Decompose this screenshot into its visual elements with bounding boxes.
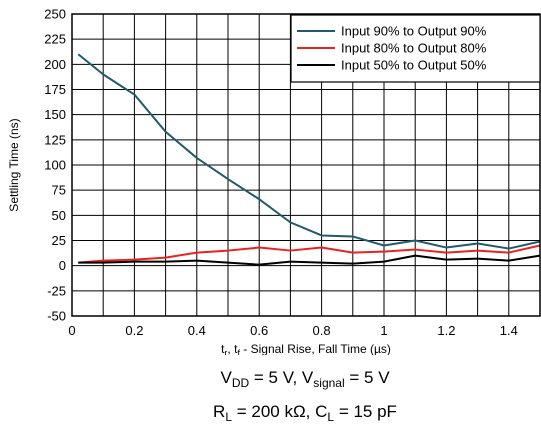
x-tick-label: 0.2 [125,323,143,338]
legend-label: Input 50% to Output 50% [341,58,487,73]
y-tick-label: 125 [44,132,66,147]
y-tick-label: 175 [44,82,66,97]
x-tick-label: 1.4 [500,323,518,338]
y-tick-labels: -50 -25 0 25 50 75 100 125 150 175 200 225 250 [44,7,66,324]
x-tick-label: 1 [380,323,387,338]
y-tick-label: 200 [44,57,66,72]
legend-label: Input 80% to Output 80% [341,41,487,56]
y-tick-label: 75 [52,183,66,198]
x-tick-label: 1.2 [437,323,455,338]
x-tick-label: 0.8 [313,323,331,338]
plot-frame [71,13,541,317]
y-tick-label: 100 [44,158,66,173]
series-line-1 [77,53,541,250]
y-axis-label: Settling Time (ns) [7,118,21,211]
caption-line-2: RL = 200 kΩ, CL = 15 pF [213,402,397,424]
legend: Input 90% to Output 90% Input 80% to Outp… [290,14,541,83]
x-tick-label: 0.4 [188,323,206,338]
x-tick-label: 0 [68,323,75,338]
x-tick-labels: 0 0.2 0.4 0.6 0.8 1 1.2 1.4 [68,323,517,338]
y-tick-label: -25 [47,283,66,298]
y-tick-label: 150 [44,107,66,122]
series-line-2 [78,244,541,264]
y-tick-label: 25 [52,233,66,248]
caption-line-1: VDD = 5 V, Vsignal = 5 V [220,368,390,390]
y-tick-label: 225 [44,32,66,47]
x-axis-label: tr, tf - Signal Rise, Fall Time (µs) [221,342,391,355]
y-tick-label: 0 [59,258,66,273]
y-tick-label: 50 [52,208,66,223]
legend-label: Input 90% to Output 90% [341,24,487,39]
series-line-3 [78,254,541,266]
y-tick-label: 250 [44,7,66,22]
y-tick-label: -50 [47,309,66,324]
series-lines [77,53,541,266]
x-tick-label: 0.6 [250,323,268,338]
